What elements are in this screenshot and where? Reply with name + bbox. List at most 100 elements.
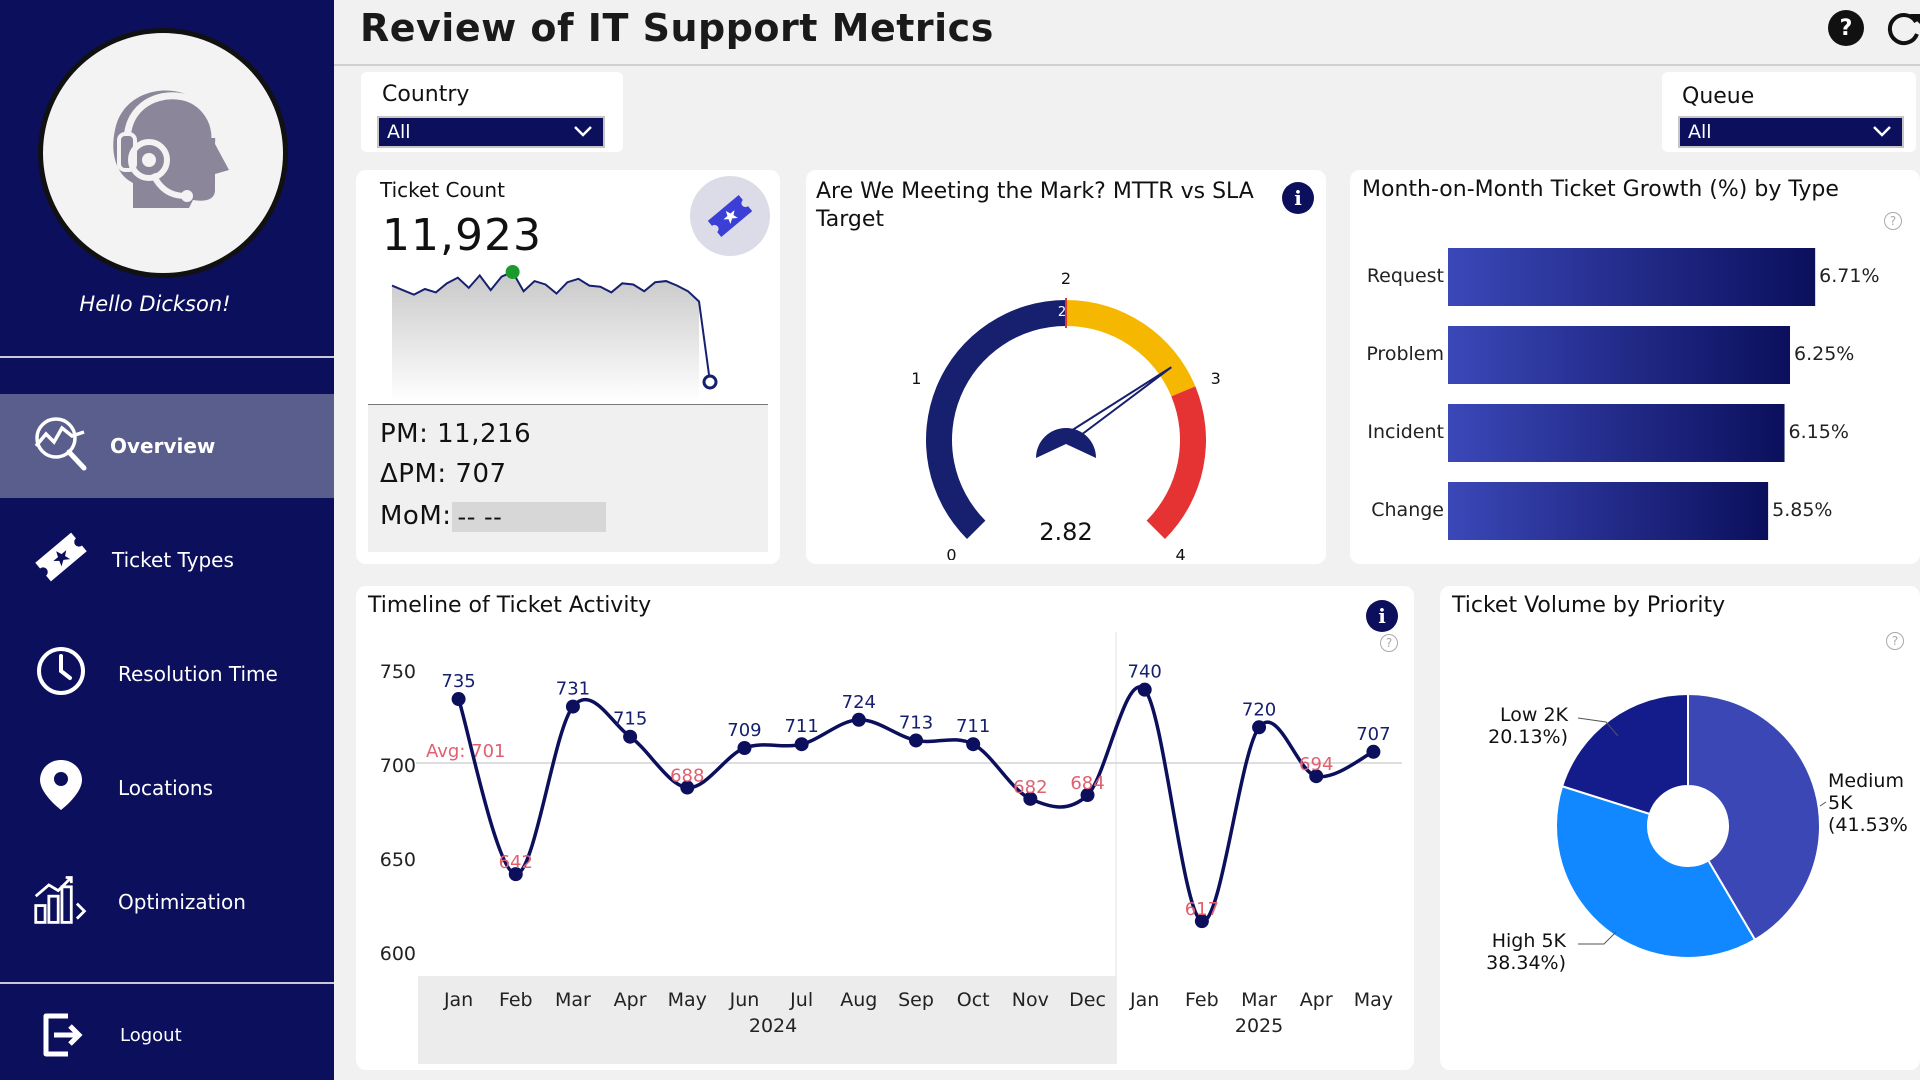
chevron-down-icon [1873,126,1891,137]
y-tick-label: 750 [380,661,416,683]
info-icon[interactable]: i [1282,182,1314,214]
x-tick-label: Apr [614,989,647,1011]
timeline-point [1252,720,1267,735]
timeline-value-label: 720 [1242,699,1276,720]
priority-donut-chart [1555,692,1827,959]
pie-slice [1687,692,1821,942]
ticket-icon [32,528,90,586]
country-slicer: Country All [361,72,623,152]
logout-icon [32,1006,90,1064]
x-tick-label: Dec [1069,989,1106,1011]
sidebar-item-resolution-time[interactable]: Resolution Time [0,622,334,726]
queue-label: Queue [1682,84,1755,109]
page-title: Review of IT Support Metrics [360,6,994,50]
sidebar-item-overview[interactable]: Overview [0,394,334,498]
pie-leader-medium [1819,801,1827,807]
pie-label-medium: Medium 5K (41.53% [1828,770,1908,836]
timeline-value-label: 735 [441,671,475,692]
sidebar-item-label: Overview [110,434,216,458]
avatar [38,28,288,278]
kpi-mom-value: -- -- [451,501,606,532]
gauge-target-label: 2 [1058,305,1066,320]
timeline-value-label: 711 [784,716,818,737]
pie-label-medium-line1: Medium [1828,770,1904,792]
pie-label-high-line1: High 5K [1491,930,1566,952]
gauge-hub [1036,428,1096,458]
priority-title: Ticket Volume by Priority [1452,593,1726,618]
queue-dropdown[interactable]: All [1678,116,1904,148]
x-tick-label: Nov [1012,989,1049,1011]
sidebar: Hello Dickson! Overview Ticket Types [0,0,334,1080]
x-tick-label: Mar [555,989,591,1011]
timeline-point [565,699,580,714]
growth-bar [1448,326,1791,384]
support-agent-icon [113,90,229,208]
growth-value-label: 6.25% [1794,343,1854,365]
timeline-value-label: 715 [613,709,647,730]
x-tick-label: Mar [1241,989,1277,1011]
gauge-band [1066,300,1196,397]
logout-button[interactable]: Logout [0,990,334,1080]
gauge-tick-label: 1 [911,369,921,388]
pie-label-low: Low 2K 20.13%) [1468,704,1568,748]
growth-bar [1448,404,1785,462]
country-dropdown[interactable]: All [377,116,605,148]
bar-growth-icon [32,870,90,928]
pie-label-low-line1: Low 2K [1499,704,1568,726]
growth-bar [1448,482,1769,540]
timeline-value-label: 731 [556,679,590,700]
sparkline-last-point [702,374,718,390]
growth-card: Month-on-Month Ticket Growth (%) by Type… [1350,170,1920,564]
timeline-value-label: 740 [1128,662,1162,683]
growth-value-label: 5.85% [1772,499,1832,521]
x-tick-label: May [1354,989,1393,1011]
timeline-point [966,737,981,752]
pie-leader-low [1577,717,1619,737]
sidebar-item-label: Resolution Time [118,662,278,686]
help-small-icon[interactable]: ? [1884,212,1902,230]
mttr-gauge-card: Are We Meeting the Mark? MTTR vs SLA Tar… [806,170,1326,564]
timeline-value-label: 724 [842,692,876,713]
timeline-value-label: 642 [499,852,533,873]
sidebar-item-ticket-types[interactable]: Ticket Types [0,508,334,612]
sidebar-item-locations[interactable]: Locations [0,736,334,840]
gauge-band [1146,386,1206,539]
sidebar-item-optimization[interactable]: Optimization [0,850,334,954]
sidebar-divider [0,982,334,984]
timeline-point [451,692,466,707]
timeline-point [1309,769,1324,784]
help-small-icon[interactable]: ? [1886,632,1904,650]
growth-category-label: Request [1367,265,1444,287]
x-tick-label: Jun [729,989,760,1011]
growth-category-label: Incident [1367,421,1444,443]
mttr-gauge: 0 1 2 3 4 2 2.82 [911,269,1221,560]
timeline-point [794,737,809,752]
gauge-tick-label: 4 [1175,546,1185,560]
timeline-value-label: 713 [899,712,933,733]
x-tick-label: Sep [898,989,934,1011]
queue-slicer: Queue All [1662,72,1916,152]
x-tick-label: May [668,989,707,1011]
map-pin-icon [32,756,90,814]
y-tick-label: 700 [380,755,416,777]
sparkline-area [392,272,700,402]
info-icon[interactable]: i [1366,600,1398,632]
timeline-value-label: 684 [1070,773,1104,794]
x-tick-label: Jan [1129,989,1159,1011]
year-label: 2025 [1235,1015,1283,1037]
sparkline-line [391,270,711,383]
growth-bar [1448,248,1816,306]
timeline-point [680,780,695,795]
help-icon[interactable]: ? [1828,10,1864,46]
logout-label: Logout [120,1024,182,1046]
country-label: Country [382,82,470,107]
growth-category-label: Problem [1366,343,1444,365]
sidebar-item-label: Locations [118,776,214,800]
help-small-icon[interactable]: ? [1380,634,1398,652]
y-tick-label: 650 [380,849,416,871]
timeline-value-label: 711 [956,716,990,737]
gauge-tick-label: 2 [1061,269,1071,288]
clock-icon [32,642,90,700]
timeline-point [1023,791,1038,806]
refresh-icon[interactable] [1884,8,1920,48]
